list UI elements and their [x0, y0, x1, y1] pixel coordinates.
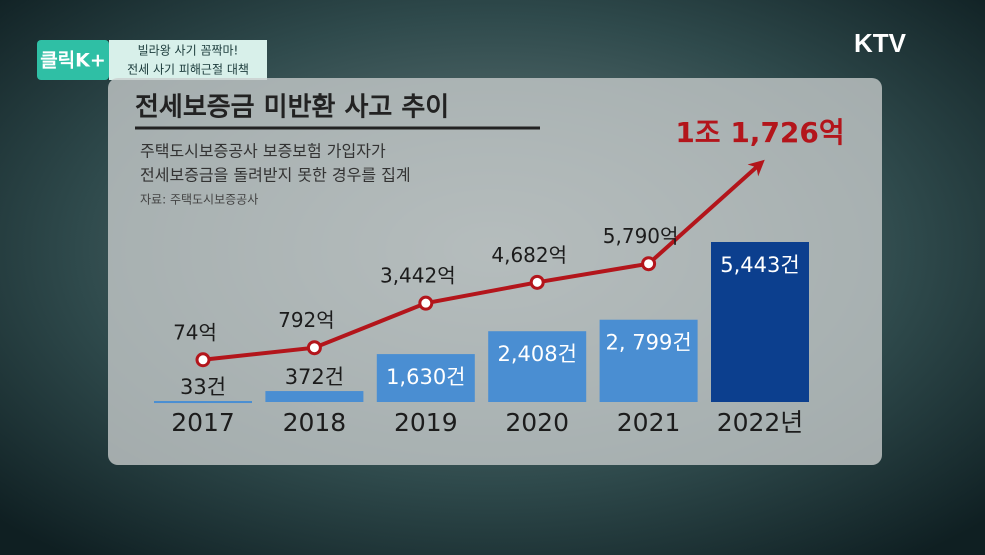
bar-value-label: 1,630건 [386, 365, 465, 389]
line-value-label: 3,442억 [380, 264, 456, 288]
bar-value-label: 5,443건 [720, 253, 799, 277]
bar [711, 242, 809, 402]
bar [376, 354, 475, 402]
channel-logo: KTV [854, 28, 907, 58]
subtitle: 주택도시보증공사 보증보험 가입자가 [140, 142, 386, 161]
banner-line: 전세 사기 피해근절 대책 [127, 62, 249, 77]
line-point [195, 352, 211, 368]
line-point [529, 274, 545, 290]
line-value-label: 74억 [173, 320, 217, 344]
logo: 클릭K+ [40, 50, 106, 72]
banner-box [109, 40, 267, 80]
source: 자료: 주택도시보증공사 [140, 193, 258, 207]
bar [154, 401, 252, 404]
x-tick-label: 2019 [394, 408, 458, 437]
line-point [641, 256, 657, 272]
line-point [418, 295, 434, 311]
logo-box [37, 40, 109, 80]
line-value-label: 792억 [278, 308, 335, 332]
bar-value-label: 2, 799건 [606, 331, 692, 355]
x-tick-label: 2021 [617, 408, 681, 437]
bar-value-label: 2,408건 [497, 342, 576, 366]
line-value-label: 1조 1,726억 [675, 116, 844, 149]
x-tick-label: 2020 [505, 408, 569, 437]
x-tick-label: 2022년 [717, 408, 804, 437]
chart-title: 전세보증금 미반환 사고 추이 [135, 93, 449, 123]
bar [488, 331, 587, 402]
line-value-label: 5,790억 [603, 224, 679, 248]
bar [265, 391, 364, 402]
bar-value-label: 33건 [180, 375, 226, 399]
x-tick-label: 2018 [283, 408, 347, 437]
banner-line: 빌라왕 사기 꼼짝마! [138, 44, 239, 58]
x-tick-label: 2017 [171, 408, 235, 437]
bar [599, 319, 698, 402]
line [202, 159, 765, 362]
line-point [306, 340, 322, 356]
line-value-label: 4,682억 [491, 243, 567, 267]
subtitle: 전세보증금을 돌려받지 못한 경우를 집계 [140, 166, 411, 185]
bar-value-label: 372건 [285, 365, 344, 389]
